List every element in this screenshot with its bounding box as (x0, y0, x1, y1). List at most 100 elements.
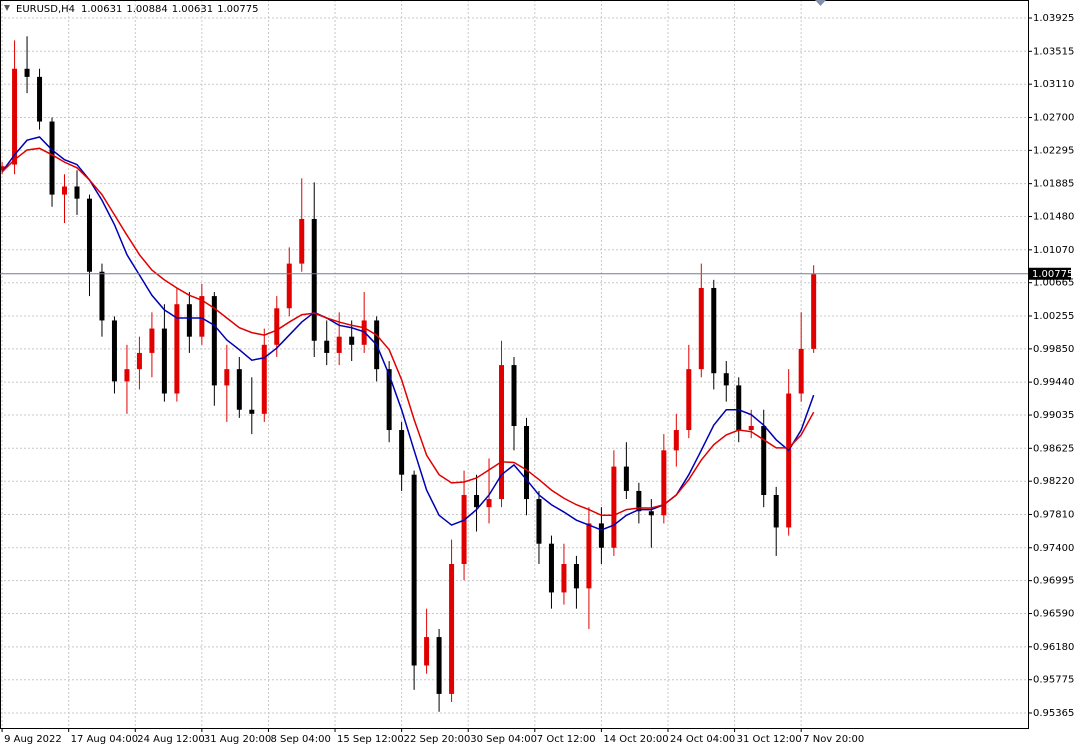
candle-body (424, 637, 430, 666)
candle-body (399, 430, 405, 475)
current-price-label: 1.00775 (1032, 269, 1073, 280)
symbol-icon (4, 5, 10, 11)
y-tick-label: 1.02295 (1033, 145, 1074, 156)
y-tick-label: 0.97810 (1033, 509, 1074, 520)
candle-body (299, 218, 305, 264)
marks (0, 36, 817, 712)
candle-body (773, 494, 779, 528)
x-tick-label: 14 Oct 20:00 (603, 734, 668, 745)
candle-body (411, 474, 417, 666)
y-tick-label: 0.99850 (1033, 344, 1074, 355)
y-tick-label: 0.99440 (1033, 377, 1074, 388)
x-tick-label: 31 Oct 12:00 (737, 734, 802, 745)
x-tick-label: 9 Aug 2022 (4, 734, 62, 745)
candle-body (149, 328, 155, 353)
candle-body (449, 564, 455, 694)
candle-body (99, 271, 105, 321)
candle-body (261, 344, 267, 414)
candle-body (461, 494, 467, 565)
shift-marker (815, 0, 826, 6)
candle-body (224, 369, 230, 386)
candle-body (686, 369, 692, 431)
candle-body (698, 287, 704, 370)
candle-body (49, 121, 55, 195)
moving-average (1, 147, 815, 517)
y-tick-label: 1.03515 (1033, 46, 1074, 57)
y-tick-label: 1.00255 (1033, 311, 1074, 322)
candle-body (586, 523, 592, 589)
candle-body (573, 564, 579, 589)
candle-body (174, 304, 180, 394)
candle-body (161, 328, 167, 394)
candle-body (499, 365, 505, 500)
candle-body (336, 336, 342, 353)
y-tick-label: 0.97400 (1033, 543, 1074, 554)
candle-body (436, 637, 442, 694)
header-high: 1.00884 (126, 4, 167, 15)
candle-body (474, 494, 480, 508)
candle-body (24, 68, 30, 77)
x-tick-label: 24 Aug 12:00 (137, 734, 204, 745)
x-tick-label: 8 Sep 04:00 (270, 734, 330, 745)
y-tick-label: 0.98220 (1033, 476, 1074, 487)
y-tick-label: 0.98625 (1033, 443, 1074, 454)
candle-body (661, 450, 667, 516)
candle-body (598, 523, 604, 548)
candle-body (623, 466, 629, 491)
candle-body (124, 369, 130, 382)
x-tick-label: 17 Aug 04:00 (71, 734, 138, 745)
x-tick-label: 15 Sep 12:00 (337, 734, 404, 745)
candle-body (711, 287, 717, 374)
y-tick-label: 1.03925 (1033, 13, 1074, 24)
candle-body (811, 274, 817, 349)
candle-body (349, 336, 355, 345)
candle-body (673, 430, 679, 451)
candle-body (199, 296, 205, 337)
candle-body (249, 409, 255, 414)
y-tick-label: 1.03110 (1033, 79, 1074, 90)
candle-body (37, 76, 43, 122)
candle-body (798, 348, 804, 394)
candle-body (511, 365, 517, 426)
candle-body (186, 304, 192, 337)
candle-body (648, 511, 654, 516)
candle-body (386, 369, 392, 431)
y-tick-label: 0.96995 (1033, 576, 1074, 587)
candle-body (536, 499, 542, 544)
candle-body (111, 320, 117, 382)
y-tick-label: 0.95775 (1033, 675, 1074, 686)
candle-body (12, 68, 18, 165)
y-tick-label: 1.00665 (1033, 278, 1074, 289)
y-tick-label: 1.01480 (1033, 212, 1074, 223)
candle-body (62, 186, 68, 195)
candle-body (136, 352, 142, 370)
candle-body (324, 340, 330, 353)
header-close: 1.00775 (217, 4, 258, 15)
header-low: 1.00631 (172, 4, 213, 15)
candle-body (0, 166, 5, 171)
candle-body (611, 466, 617, 548)
candle-body (486, 499, 492, 508)
x-tick-label: 31 Aug 20:00 (204, 734, 271, 745)
candle-body (548, 543, 554, 593)
candle-body (636, 490, 642, 512)
x-tick-label: 24 Oct 04:00 (670, 734, 735, 745)
header-open: 1.00631 (81, 4, 122, 15)
y-tick-label: 0.99035 (1033, 410, 1074, 421)
candle-body (736, 385, 742, 431)
candle-body (786, 393, 792, 528)
candle-body (286, 263, 292, 309)
candle-body (236, 369, 242, 410)
y-tick-label: 1.01885 (1033, 179, 1074, 190)
candle-body (211, 296, 217, 386)
x-tick-label: 7 Nov 20:00 (803, 734, 864, 745)
x-tick-label: 30 Sep 04:00 (470, 734, 537, 745)
y-tick-label: 0.96590 (1033, 609, 1074, 620)
x-tick-label: 22 Sep 20:00 (404, 734, 471, 745)
candle-body (748, 425, 754, 431)
candle-body (561, 564, 567, 593)
chart-header: EURUSD,H4 1.00631 1.00884 1.00631 1.00775 (16, 4, 258, 15)
candle-body (723, 373, 729, 386)
